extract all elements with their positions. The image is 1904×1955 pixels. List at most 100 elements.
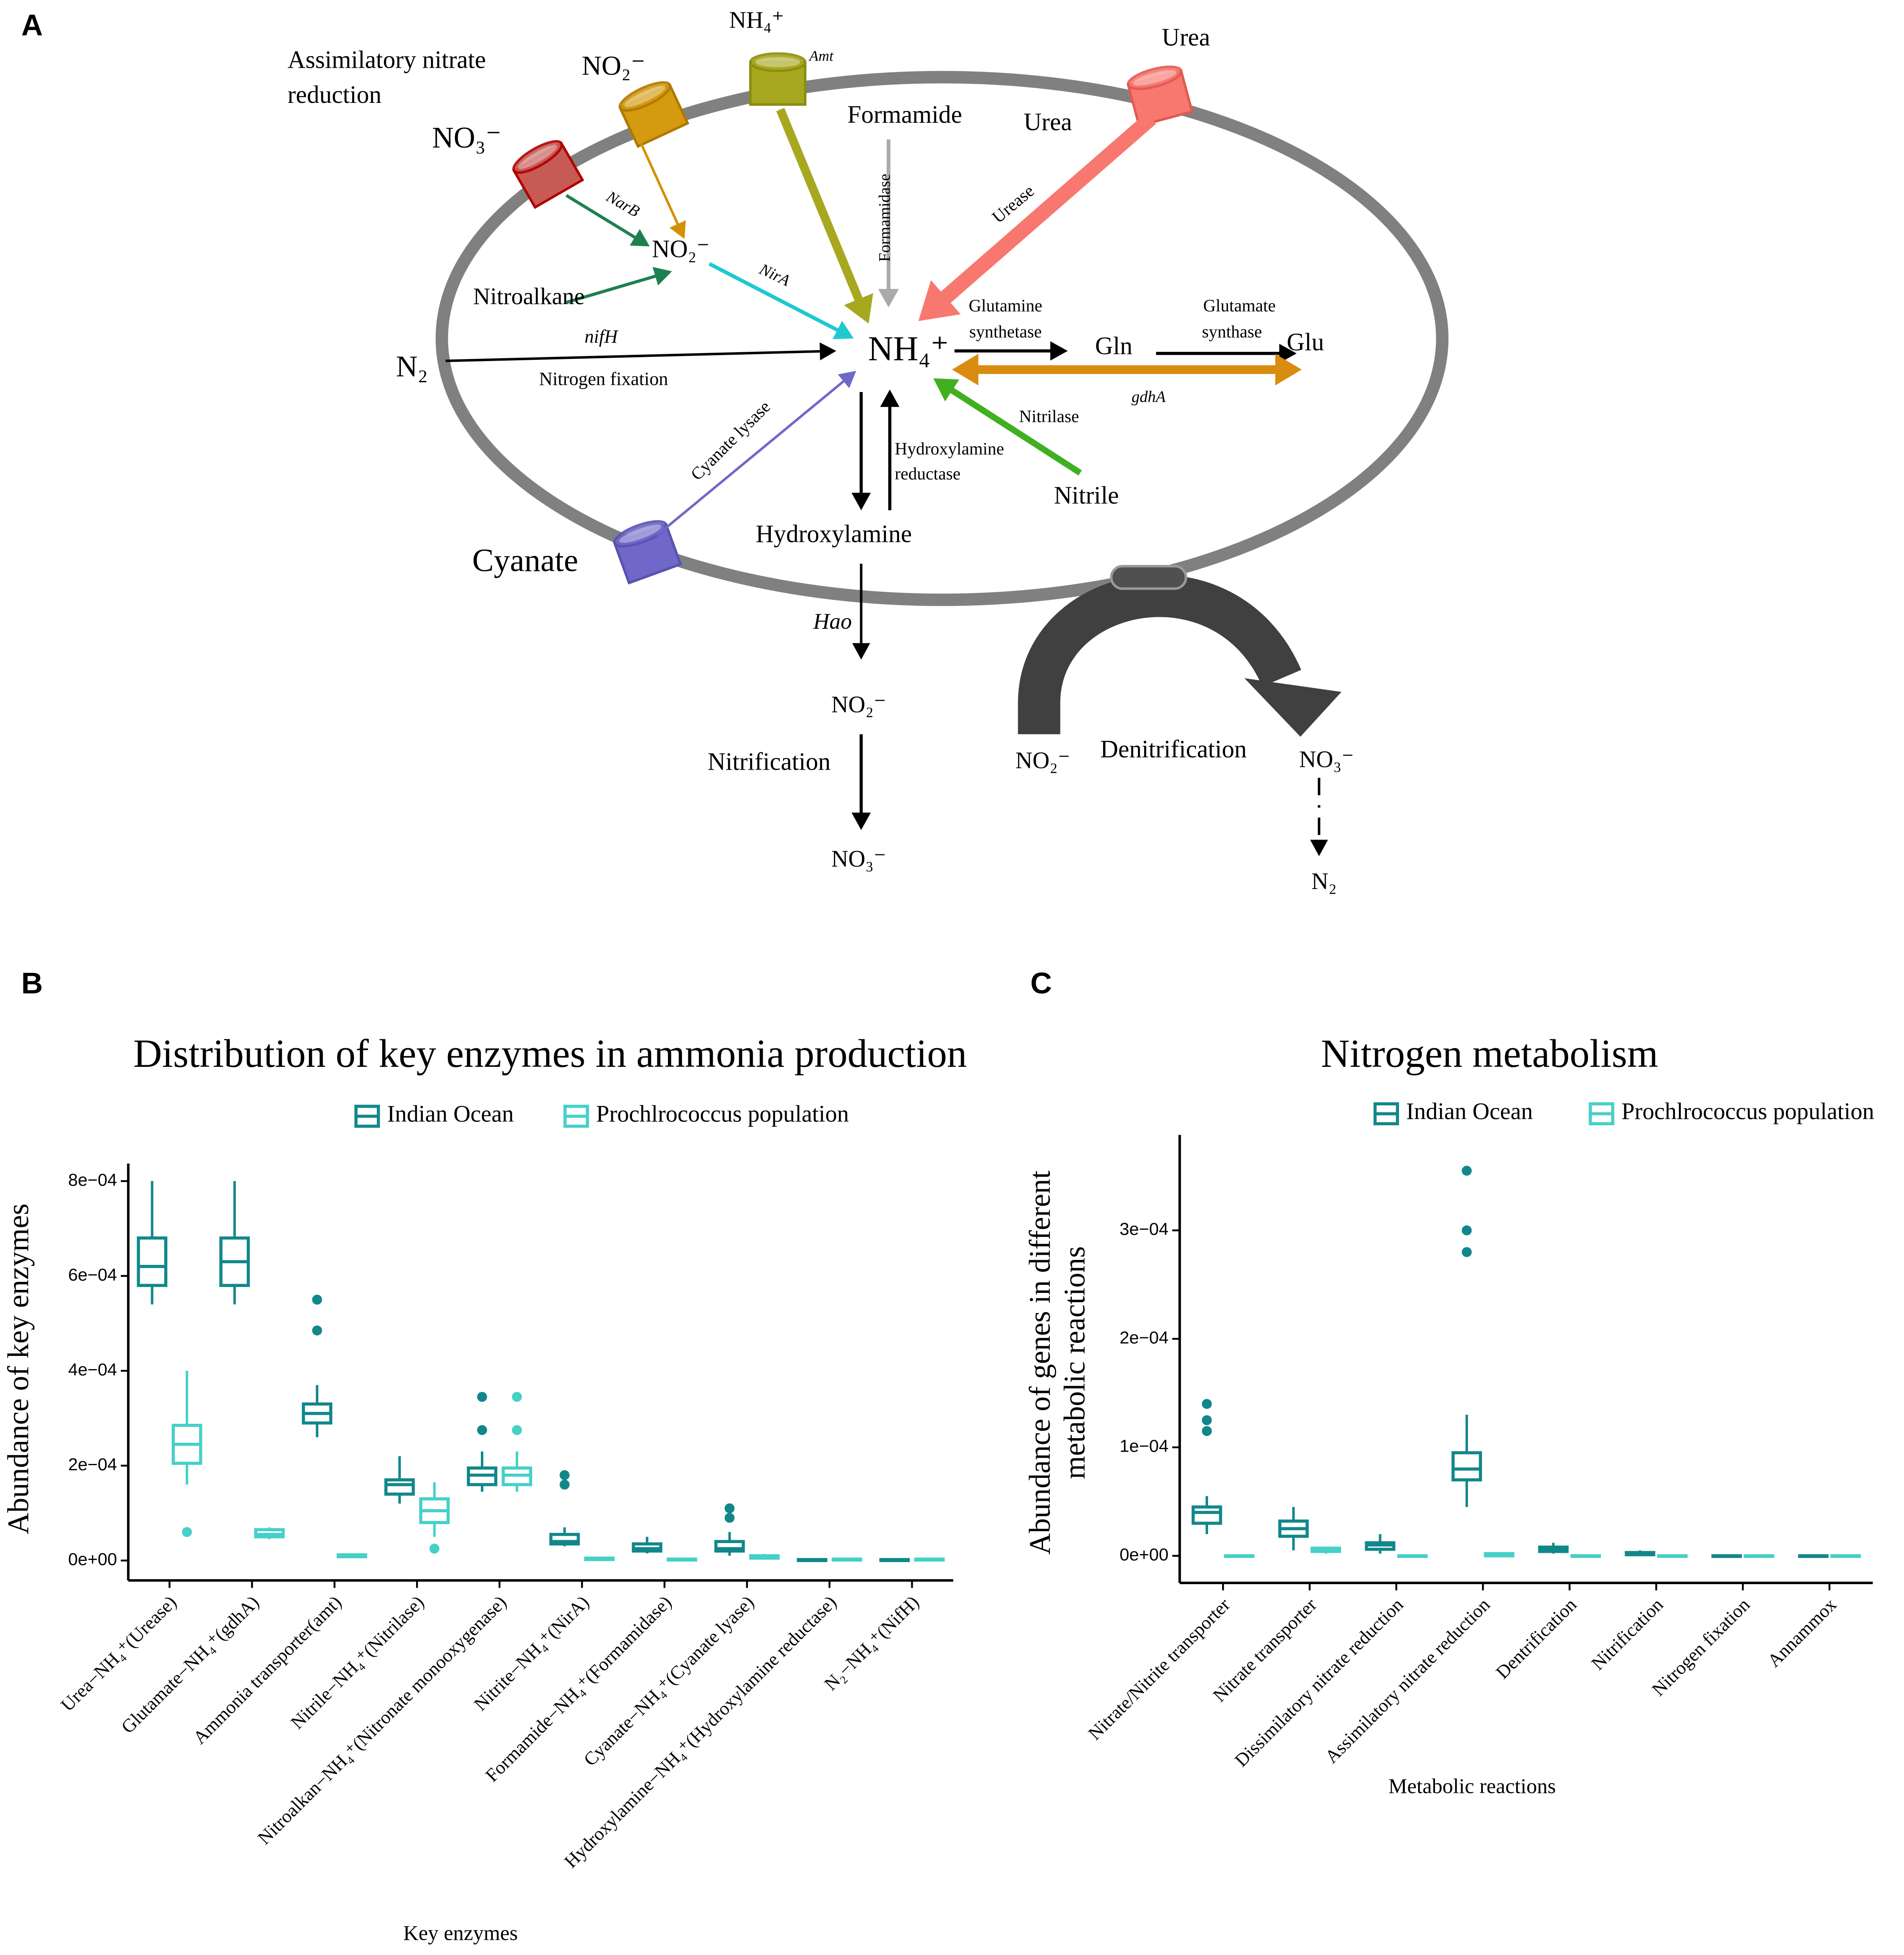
diagram-label: Denitrification [1100, 735, 1247, 763]
diagram-label: Glu [1287, 329, 1324, 356]
legend-label: Prochlrococcus population [1621, 1099, 1874, 1125]
x-tick-label: Nitrification [1587, 1594, 1667, 1674]
arrowhead [878, 289, 899, 308]
arrowhead [1279, 344, 1297, 363]
x-tick-label: Dissimilatory nitrate reduction [1231, 1594, 1407, 1771]
arrow [776, 108, 865, 306]
arrowhead [844, 293, 873, 324]
y-axis-label: metabolic reactions [1058, 1246, 1091, 1479]
arrowhead [918, 280, 961, 321]
diagram-label: synthase [1202, 322, 1262, 341]
legend-label: Indian Ocean [387, 1101, 513, 1127]
transporter [749, 52, 807, 106]
y-tick-label: 2e−04 [68, 1455, 117, 1474]
outlier-point [724, 1503, 735, 1513]
arrow [640, 142, 680, 228]
diagram-label: Glutamate [1203, 296, 1275, 315]
panel-label: A [21, 8, 43, 41]
y-tick-label: 4e−04 [68, 1360, 117, 1379]
transporter-rim [624, 86, 665, 107]
outlier-point [1202, 1399, 1212, 1409]
arrowhead [852, 643, 870, 660]
diagram-label: reductase [895, 464, 960, 483]
diagram-label: Nitrogen fixation [539, 369, 668, 389]
outlier-point [1462, 1225, 1472, 1236]
diagram-label: NO₂⁻ [652, 235, 709, 262]
outlier-point [560, 1470, 570, 1480]
arrowhead [880, 389, 900, 407]
arrowhead [832, 320, 854, 340]
diagram-label: NH₄⁺ [729, 7, 784, 33]
diagram-label: Urea [1162, 24, 1210, 51]
box [549, 1533, 580, 1546]
box [384, 1478, 415, 1496]
transporter-rim [518, 145, 557, 169]
y-tick-label: 8e−04 [68, 1170, 117, 1190]
diagram-label: NO₂⁻ [1015, 748, 1071, 774]
diagram-label: NO₃⁻ [432, 121, 502, 154]
diagram-label: Hydroxylamine [756, 520, 912, 547]
box [1451, 1451, 1482, 1482]
transporter-rim [755, 57, 800, 67]
diagram-label: reduction [287, 81, 381, 108]
diagram-label: NirA [756, 260, 793, 290]
arrow [935, 112, 1156, 308]
diagram-label: NO₂⁻ [582, 50, 645, 81]
cell-membrane [436, 71, 1449, 606]
outlier-point [312, 1325, 322, 1336]
x-tick-label: Hydroxylamine−NH₄⁺(Hydroxylamine reducta… [560, 1592, 841, 1872]
diagram-label: Formamide [847, 101, 962, 128]
diagram-label: gdhA [1131, 388, 1166, 406]
diagram-label: N₂ [396, 350, 428, 383]
diagram-label: synthetase [969, 322, 1042, 341]
y-axis-label: Abundance of genes in different [1024, 1171, 1057, 1555]
arrowhead [820, 342, 836, 361]
transporter-top [512, 140, 563, 174]
diagram-label: Hydroxylamine [895, 439, 1004, 458]
y-tick-label: 6e−04 [68, 1265, 117, 1284]
diagram-label: NO₂⁻ [831, 691, 886, 718]
outlier-point [512, 1392, 522, 1402]
transporter-top [749, 52, 807, 72]
chart-title: Nitrogen metabolism [1321, 1032, 1658, 1076]
outlier-point [477, 1425, 487, 1435]
y-tick-label: 0e+00 [1120, 1545, 1169, 1564]
x-tick-label: Cyanate−NH₄⁺(Cyanate lyase) [579, 1592, 758, 1770]
diagram-label: Nitrification [708, 748, 831, 775]
outlier-point [1202, 1426, 1212, 1436]
transporter [1126, 65, 1194, 127]
denitrification-arrow [1018, 574, 1301, 735]
arrowhead [838, 370, 856, 388]
diagram-label: Cyanate [472, 542, 578, 578]
diagram-label: Urea [1024, 108, 1072, 135]
diagram-label: NO₃⁻ [831, 846, 886, 872]
arrow [656, 378, 847, 536]
diagram-label: Formamidase [876, 174, 894, 262]
x-tick-label: Assimilatory nitrate reduction [1321, 1594, 1494, 1767]
x-axis-label: Metabolic reactions [1388, 1774, 1556, 1798]
diagram-label: Assimilatory nitrate [287, 46, 486, 73]
chart-title: Distribution of key enzymes in ammonia p… [133, 1032, 967, 1076]
diagram-label: Gln [1095, 332, 1132, 360]
arrowhead [1275, 353, 1302, 386]
y-tick-label: 3e−04 [1120, 1219, 1169, 1239]
outlier-point [560, 1480, 570, 1490]
diagram-label: Amt [809, 47, 834, 64]
arrow [566, 273, 660, 304]
membrane-pore [1110, 565, 1187, 590]
diagram-label: Nitroalkane [473, 283, 585, 309]
arrowhead [652, 267, 672, 286]
arrow [565, 194, 639, 240]
outlier-point [1462, 1247, 1472, 1257]
x-tick-label: Nitrile−NH₄⁺(Nitrilase) [287, 1592, 428, 1733]
outlier-point [1202, 1415, 1212, 1425]
transporter-rim [619, 525, 662, 543]
diagram-label: N₂ [1311, 868, 1337, 895]
arrowhead [1310, 839, 1328, 856]
diagram-label: Glutamine [969, 296, 1043, 315]
arrowhead [952, 353, 979, 386]
arrowhead [1050, 341, 1068, 361]
arrow [708, 262, 842, 334]
